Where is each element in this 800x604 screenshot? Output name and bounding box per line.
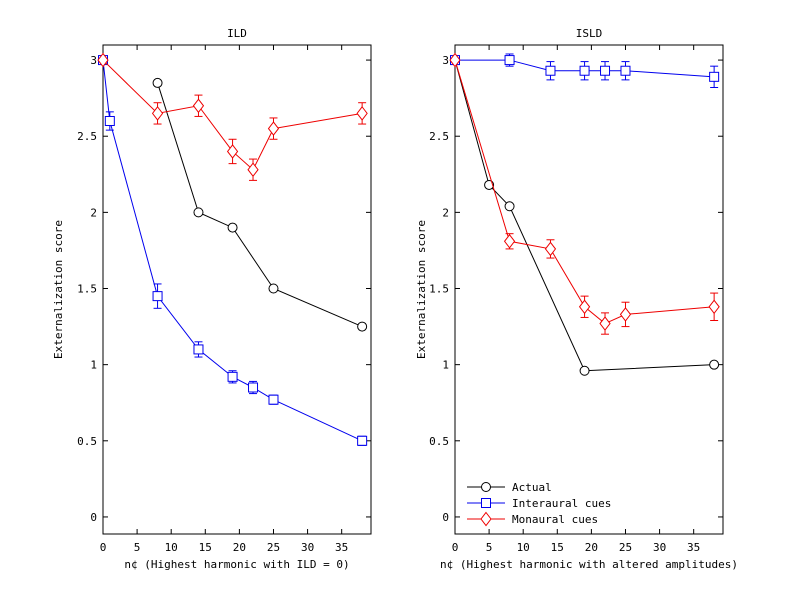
square-marker: [248, 382, 259, 393]
circle-marker: [484, 179, 495, 190]
square-marker: [545, 65, 556, 76]
diamond-marker: [578, 299, 591, 315]
y-axis-label: Externalization score: [52, 220, 65, 359]
series-actual: [152, 77, 368, 332]
y-tick-label: 0: [442, 511, 449, 524]
x-tick-label: 0: [452, 541, 459, 554]
legend-label: Monaural cues: [512, 513, 598, 526]
y-tick-label: 3: [442, 54, 449, 67]
chart-isld: 0 5 10 15 20 25 30 35 0 0.5 1 1.5 2 2.5 3 ISLD n¢ (Highe…: [415, 27, 738, 571]
x-tick-label: 15: [551, 541, 564, 554]
square-marker: [620, 65, 631, 76]
x-tick-label: 5: [486, 541, 493, 554]
diamond-marker: [192, 98, 205, 114]
isld-subplot: 0 5 10 15 20 25 30 35 0 0.5 1 1.5 2 2.5 3 ISLD n¢ (Highe…: [400, 0, 800, 600]
series-monaural-cues: [97, 52, 368, 181]
x-tick-label: 20: [233, 541, 246, 554]
diamond-marker: [226, 144, 239, 159]
legend-label: Interaural cues: [512, 497, 611, 510]
series-line: [454, 59, 715, 372]
square-marker: [152, 291, 163, 302]
y-tick-label: 0.5: [77, 435, 97, 448]
x-tick-label: 35: [335, 541, 348, 554]
x-tick-label: 25: [267, 541, 280, 554]
chart-title: ILD: [227, 27, 247, 40]
y-axis-label: Externalization score: [415, 220, 428, 359]
circle-marker: [357, 321, 368, 332]
square-marker: [600, 65, 611, 76]
series-line: [102, 60, 363, 442]
y-tick-label: 2: [90, 206, 97, 219]
x-tick-label: 25: [619, 541, 632, 554]
ild-subplot: 0 5 10 15 20 25 30 35 0 0.5 1 1.5 2 2.5 3 ILD n¢ (Highes…: [0, 0, 400, 600]
square-marker: [579, 65, 590, 76]
y-tick-label: 3: [90, 54, 97, 67]
diamond-marker: [97, 52, 109, 68]
square-marker: [104, 115, 115, 126]
square-marker: [193, 344, 204, 355]
x-tick-label: 30: [301, 541, 314, 554]
square-marker: [504, 55, 515, 66]
y-tick-label: 2.5: [77, 130, 97, 143]
axes-box: [454, 44, 724, 535]
y-tick-label: 1.5: [429, 283, 449, 296]
y-tick-label: 1: [90, 359, 97, 372]
diamond-marker: [708, 299, 720, 315]
x-tick-label: 5: [134, 541, 141, 554]
legend: Actual Interaural cues Monaural cues: [467, 481, 611, 527]
diamond-marker: [247, 162, 259, 178]
chart-ild: 0 5 10 15 20 25 30 35 0 0.5 1 1.5 2 2.5 3 ILD n¢ (Highes…: [52, 27, 372, 571]
circle-marker: [504, 201, 515, 212]
series-line: [157, 82, 363, 328]
circle-marker: [268, 283, 279, 294]
diamond-marker: [356, 106, 368, 121]
square-marker: [227, 371, 238, 382]
x-axis-label: n¢ (Highest harmonic with altered amplit…: [440, 558, 738, 571]
y-tick-label: 0: [90, 511, 97, 524]
x-tick-label: 15: [199, 541, 212, 554]
chart-title: ISLD: [576, 27, 603, 40]
legend-label: Actual: [512, 481, 552, 494]
square-marker: [268, 394, 279, 405]
series-interaural-cues: [98, 55, 368, 446]
diamond-marker: [267, 121, 280, 136]
series-actual: [450, 55, 720, 376]
y-tick-label: 1.5: [77, 283, 97, 296]
diamond-marker: [544, 241, 557, 257]
y-tick-label: 0.5: [429, 435, 449, 448]
x-tick-label: 20: [585, 541, 598, 554]
circle-marker: [227, 222, 238, 233]
series-monaural-cues: [449, 52, 720, 335]
diamond-marker: [619, 307, 632, 322]
x-tick-label: 0: [100, 541, 107, 554]
x-tick-label: 10: [517, 541, 530, 554]
y-tick-label: 2.5: [429, 130, 449, 143]
circle-marker: [481, 482, 491, 492]
x-tick-label: 30: [653, 541, 666, 554]
diamond-marker: [151, 106, 164, 121]
y-tick-label: 1: [442, 359, 449, 372]
diamond-marker: [599, 316, 611, 331]
square-marker: [709, 71, 720, 82]
square-marker: [357, 435, 368, 446]
circle-marker: [193, 207, 204, 218]
circle-marker: [709, 359, 720, 370]
axes-box: [102, 44, 372, 535]
diamond-marker: [480, 511, 492, 527]
series-line: [454, 59, 715, 325]
circle-marker: [152, 77, 163, 88]
x-tick-label: 10: [165, 541, 178, 554]
square-marker: [481, 498, 491, 508]
x-axis-label: n¢ (Highest harmonic with ILD = 0): [124, 558, 349, 571]
diamond-marker: [503, 233, 516, 249]
series-interaural-cues: [450, 53, 720, 88]
diamond-marker: [449, 52, 461, 68]
circle-marker: [579, 365, 590, 376]
y-tick-label: 2: [442, 206, 449, 219]
x-tick-label: 35: [687, 541, 700, 554]
